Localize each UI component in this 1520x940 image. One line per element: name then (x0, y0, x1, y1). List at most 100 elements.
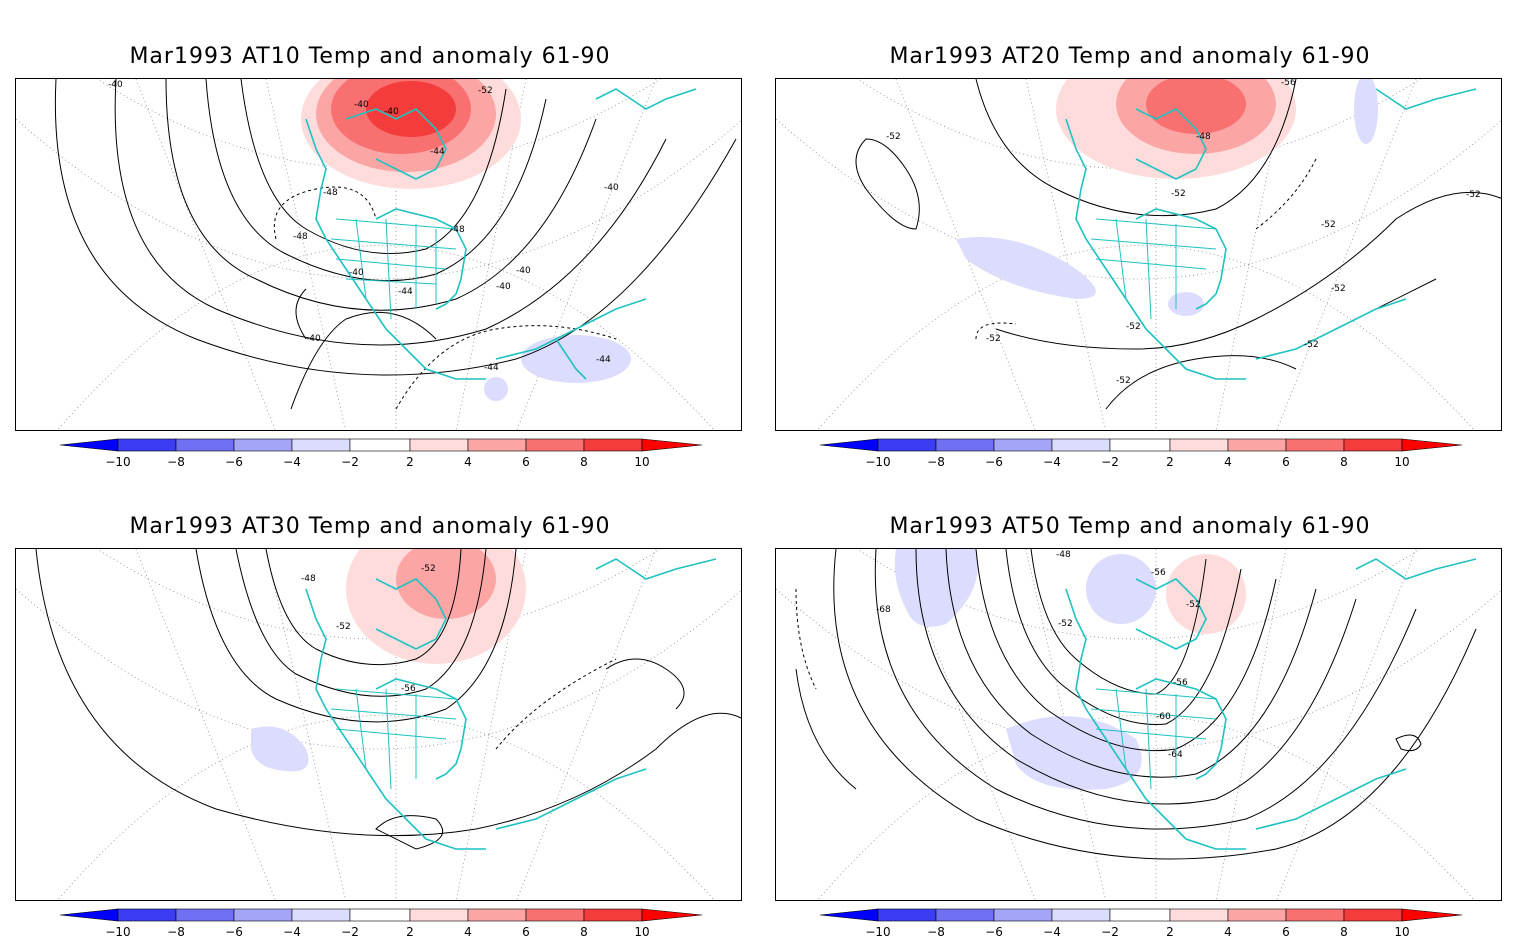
state-borders (1090, 218, 1217, 320)
colorbar-ticks: −10 −8 −6 −4 −2 2 4 6 8 10 (60, 908, 702, 940)
contour-labels: -52 -56 -48 -52 -52 -52 -52 -52 -52 -52 … (886, 79, 1481, 386)
map-plot: -48 -52 -52 -56 (16, 549, 741, 900)
colorbar-ticks: −10 −8 −6 −4 −2 2 4 6 8 10 (60, 438, 702, 470)
colorbar-tick: 4 (464, 455, 472, 469)
contour-label: -52 (886, 132, 901, 142)
contour-label: -40 (604, 183, 619, 193)
contour-label: -40 (384, 107, 399, 117)
graticule (776, 79, 1501, 430)
contours-dashed (273, 186, 617, 410)
colorbar-tick: 4 (464, 925, 472, 939)
map-plot: -40 -40 -40 -52 -44 -48 -48 -48 -40 -40 … (16, 79, 741, 430)
contour-label: -48 (301, 574, 316, 584)
contour-label: -52 (336, 622, 351, 632)
anomaly-cool (251, 726, 309, 772)
panel-at20: Mar1993 AT20 Temp and anomaly 61-90 (760, 0, 1502, 470)
contour-label: -48 (1196, 132, 1211, 142)
contour-label: -52 (1321, 220, 1336, 230)
contour-label: -64 (1168, 750, 1183, 760)
contour-labels: -40 -40 -40 -52 -44 -48 -48 -48 -40 -40 … (108, 80, 619, 373)
contours-dashed (495, 658, 617, 750)
contour-label: -52 (1186, 600, 1201, 610)
colorbar-tick: −8 (927, 925, 945, 939)
contour-label: -52 (1116, 376, 1131, 386)
panel-at10: Mar1993 AT10 Temp and anomaly 61-90 (0, 0, 742, 470)
panel-title: Mar1993 AT10 Temp and anomaly 61-90 (129, 44, 611, 69)
colorbar-tick: 2 (1166, 925, 1174, 939)
contour-label: -56 (1173, 678, 1188, 688)
contour-label: -48 (323, 188, 338, 198)
colorbar-ticks: −10 −8 −6 −4 −2 2 4 6 8 10 (820, 908, 1462, 940)
colorbar-tick: −2 (341, 455, 359, 469)
map-plot: -52 -56 -48 -52 -52 -52 -52 -52 -52 -52 … (776, 79, 1501, 430)
contour-label: -52 (421, 564, 436, 574)
colorbar-tick: −10 (105, 455, 131, 469)
contour-label: -52 (1058, 619, 1073, 629)
colorbar-tick: 8 (1340, 925, 1348, 939)
contour-label: -40 (354, 100, 369, 110)
contour-label: -44 (596, 355, 611, 365)
panel-at50: Mar1993 AT50 Temp and anomaly 61-90 (760, 470, 1502, 940)
contours (35, 549, 741, 850)
colorbar-tick: −4 (1043, 925, 1061, 939)
contour-label: -40 (496, 282, 511, 292)
contour-label: -52 (986, 334, 1001, 344)
colorbar (820, 908, 1462, 922)
colorbar-tick: −8 (167, 455, 185, 469)
colorbar-tick: 2 (406, 455, 414, 469)
colorbar-tick: −6 (225, 925, 243, 939)
contour-label: -44 (430, 147, 445, 157)
contour-label: -56 (401, 684, 416, 694)
colorbar-tick: 4 (1224, 925, 1232, 939)
contour-label: -52 (1466, 190, 1481, 200)
colorbar-tick: 6 (1282, 925, 1290, 939)
colorbar-tick: −10 (865, 925, 891, 939)
contour-labels: -68 -48 -56 -52 -52 -56 -60 -64 (876, 550, 1201, 760)
colorbar-tick: −8 (927, 455, 945, 469)
colorbar (60, 908, 702, 922)
colorbar-tick: −10 (865, 455, 891, 469)
colorbar-ticks: −10 −8 −6 −4 −2 2 4 6 8 10 (820, 438, 1462, 470)
colorbar (60, 438, 702, 452)
colorbar-tick: −2 (341, 925, 359, 939)
colorbar-tick: 10 (634, 925, 650, 939)
graticule (16, 549, 741, 900)
contour-label: -44 (484, 363, 499, 373)
map-frame: -48 -52 -52 -56 (15, 548, 742, 901)
anomaly-cool (956, 79, 1378, 316)
contours-dashed (975, 158, 1317, 340)
contour-label: -56 (1281, 79, 1296, 88)
contour-label: -40 (349, 268, 364, 278)
colorbar-tick: 8 (1340, 455, 1348, 469)
colorbar-tick: −8 (167, 925, 185, 939)
colorbar-tick: 10 (634, 455, 650, 469)
contour-label: -44 (398, 287, 413, 297)
colorbar-tick: −4 (283, 455, 301, 469)
colorbar-tick: 10 (1394, 925, 1410, 939)
colorbar-tick: −6 (985, 925, 1003, 939)
contour-label: -40 (306, 334, 321, 344)
map-frame: -40 -40 -40 -52 -44 -48 -48 -48 -40 -40 … (15, 78, 742, 431)
map-frame: -52 -56 -48 -52 -52 -52 -52 -52 -52 -52 … (775, 78, 1502, 431)
contour-label: -48 (450, 225, 465, 235)
anomaly-cool (894, 549, 1156, 790)
colorbar-tick: −2 (1101, 925, 1119, 939)
contour-label: -60 (1156, 712, 1171, 722)
contour-label: -52 (1331, 284, 1346, 294)
panel-title: Mar1993 AT30 Temp and anomaly 61-90 (129, 514, 611, 539)
contour-label: -56 (1151, 568, 1166, 578)
state-borders (1090, 688, 1217, 790)
colorbar-tick: 6 (522, 455, 530, 469)
colorbar-tick: −6 (225, 455, 243, 469)
colorbar-tick: 2 (1166, 455, 1174, 469)
colorbar-tick: −6 (985, 455, 1003, 469)
map-frame: -68 -48 -56 -52 -52 -56 -60 -64 (775, 548, 1502, 901)
contours-dashed (795, 588, 817, 690)
contour-label: -40 (108, 80, 123, 90)
coastlines (1065, 88, 1477, 380)
contour-label: -52 (1304, 340, 1319, 350)
colorbar-tick: 4 (1224, 455, 1232, 469)
contours (795, 549, 1477, 860)
coastlines (305, 558, 717, 850)
colorbar-tick: 6 (522, 925, 530, 939)
